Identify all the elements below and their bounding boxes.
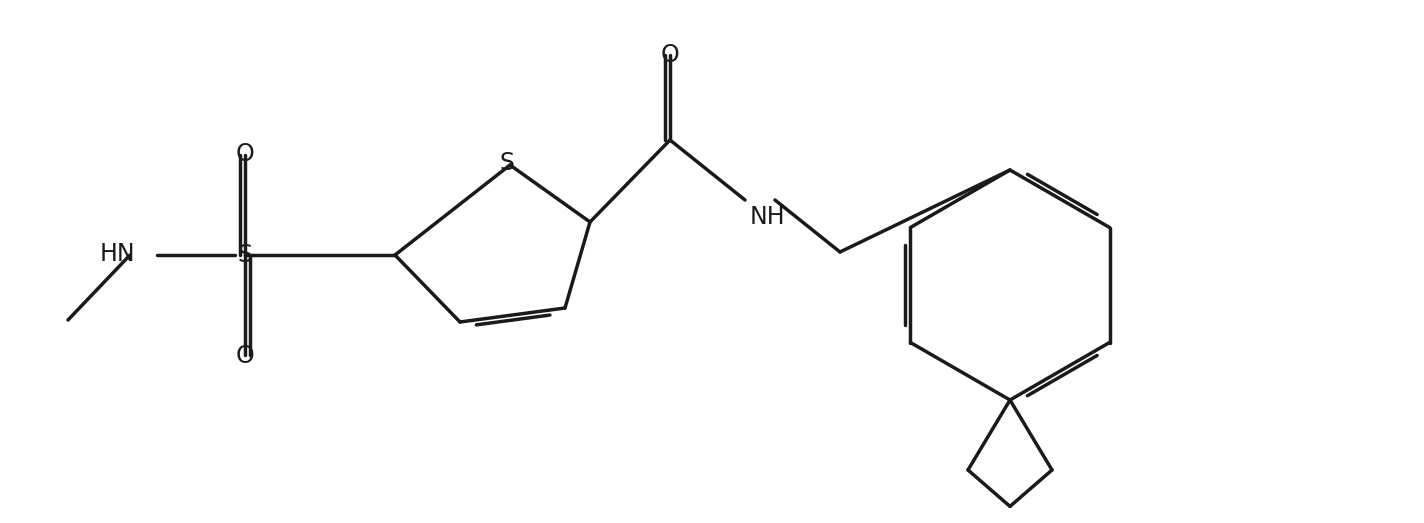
Text: O: O <box>661 43 679 67</box>
Text: HN: HN <box>100 242 135 266</box>
Text: O: O <box>235 344 255 368</box>
Text: NH: NH <box>750 205 786 229</box>
Text: S: S <box>500 151 514 175</box>
Text: O: O <box>235 142 255 166</box>
Text: S: S <box>238 243 252 267</box>
